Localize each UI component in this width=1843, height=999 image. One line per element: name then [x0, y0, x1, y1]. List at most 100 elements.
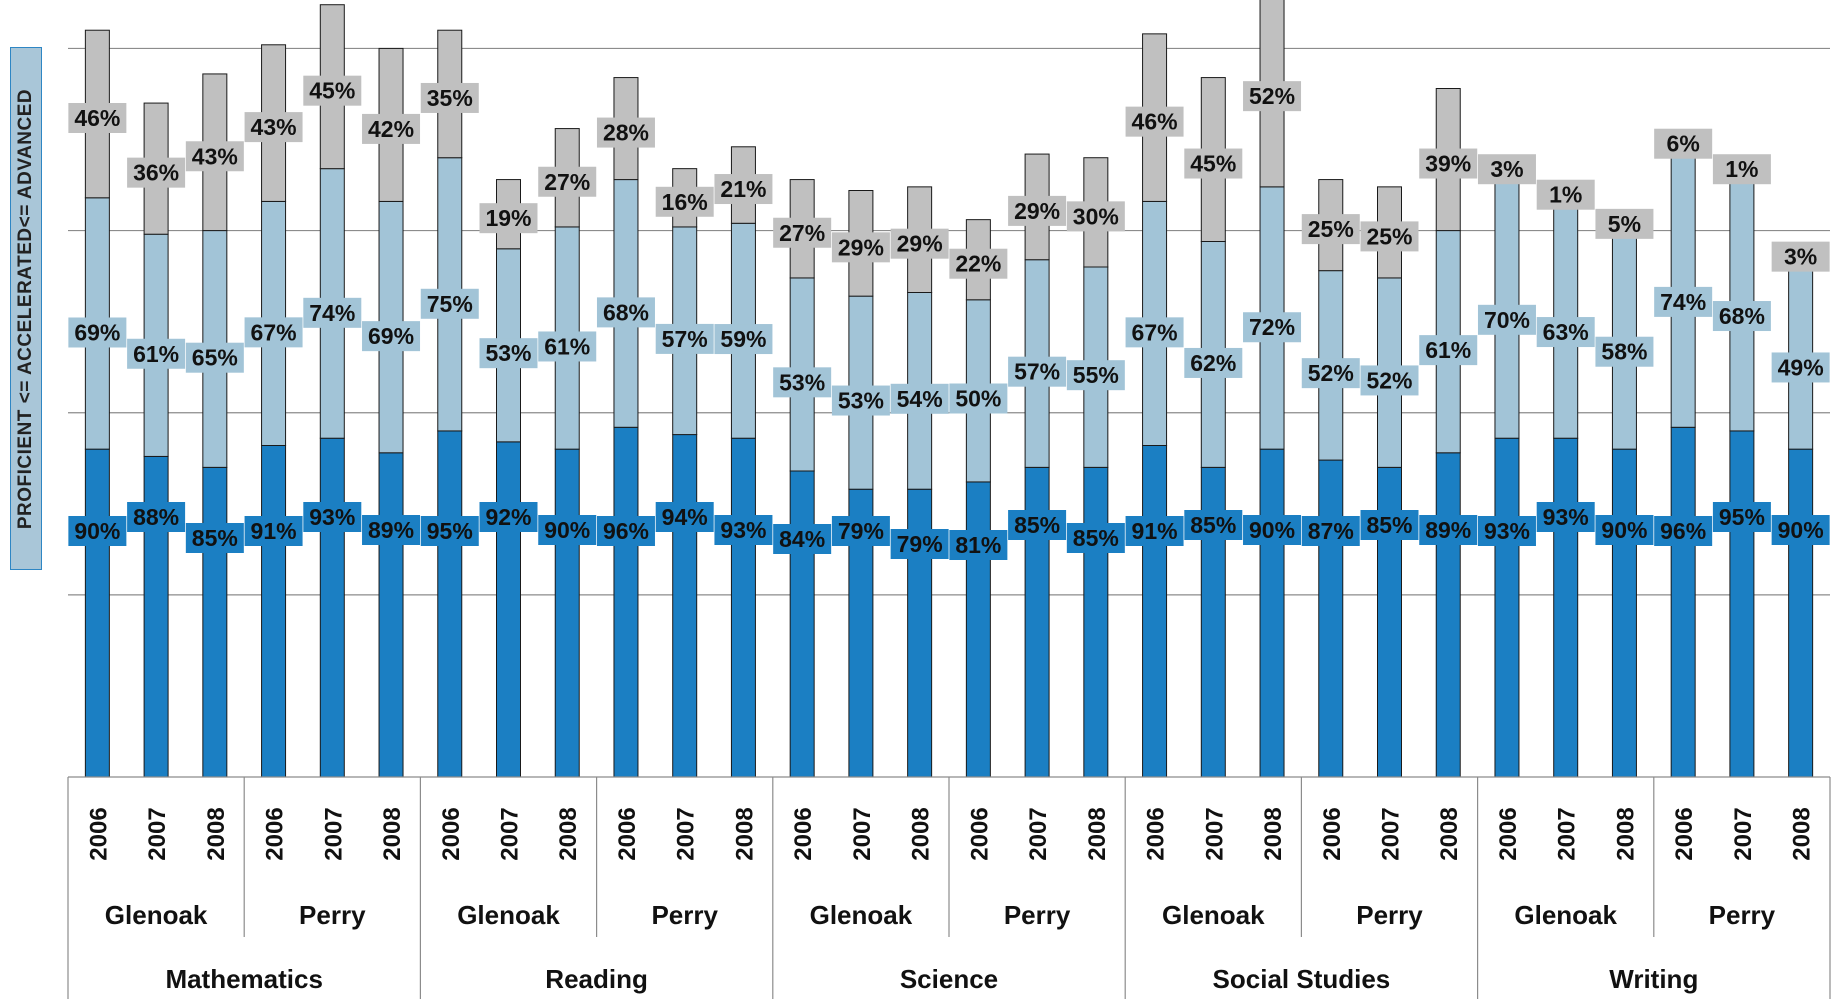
x-tick-year: 2008: [908, 807, 935, 860]
proficient-label: 85%: [1366, 512, 1412, 538]
accelerated-label: 58%: [1601, 339, 1647, 365]
advanced-label-bg: [596, 117, 655, 148]
accelerated-label-bg: [420, 288, 479, 319]
accelerated-label: 53%: [838, 388, 884, 414]
advanced-label-bg: [1360, 221, 1419, 252]
bar-proficient: [319, 437, 345, 778]
x-tick-year: 2006: [438, 807, 465, 860]
accelerated-label: 57%: [1014, 359, 1060, 385]
advanced-label-bg: [185, 141, 244, 172]
proficient-label-bg: [831, 516, 890, 546]
bar-proficient: [84, 448, 110, 778]
proficient-label: 93%: [720, 517, 766, 543]
advanced-label-bg: [1419, 148, 1478, 179]
data-labels: 90% 69% 46% 88% 61% 36% 85% 65% 43% 91% 67% 43% 93% 7…: [68, 75, 1830, 560]
x-tick-school: Glenoak: [457, 900, 560, 930]
bar-proficient: [1611, 448, 1637, 778]
advanced-label: 30%: [1073, 203, 1119, 229]
x-tick-year: 2006: [614, 807, 641, 860]
x-tick-year: 2008: [1612, 807, 1639, 860]
proficient-label: 89%: [368, 517, 414, 543]
accelerated-label: 74%: [1660, 289, 1706, 315]
proficient-label: 79%: [897, 531, 943, 557]
advanced-label-bg: [127, 157, 186, 188]
proficient-label: 85%: [192, 525, 238, 551]
x-tick-year: 2006: [1495, 807, 1522, 860]
proficient-label: 96%: [603, 518, 649, 544]
proficient-label: 84%: [779, 526, 825, 552]
accelerated-label-bg: [1360, 365, 1419, 396]
proficient-label: 93%: [1543, 504, 1589, 530]
proficient-label: 85%: [1073, 525, 1119, 551]
bar-proficient: [1788, 448, 1814, 778]
proficient-label-bg: [1477, 516, 1536, 546]
accelerated-label-bg: [714, 324, 773, 355]
proficient-label-bg: [1125, 516, 1184, 546]
advanced-label: 25%: [1308, 216, 1354, 242]
advanced-label-bg: [244, 112, 303, 143]
x-tick-year: 2006: [966, 807, 993, 860]
bar-proficient: [437, 430, 463, 778]
accelerated-label-bg: [596, 297, 655, 328]
advanced-label: 29%: [897, 231, 943, 257]
accelerated-label-bg: [1184, 347, 1243, 378]
proficient-label-bg: [68, 516, 127, 546]
accelerated-label: 62%: [1190, 350, 1236, 376]
x-tick-year: 2006: [262, 807, 289, 860]
x-tick-year: 2007: [1025, 807, 1052, 860]
proficient-label-bg: [714, 515, 773, 545]
x-tick-year: 2007: [1201, 807, 1228, 860]
accelerated-label: 49%: [1778, 354, 1824, 380]
x-tick-school: Glenoak: [1162, 900, 1265, 930]
bar-proficient: [730, 437, 756, 778]
proficient-label: 91%: [1132, 518, 1178, 544]
advanced-label: 29%: [1014, 198, 1060, 224]
proficient-label: 90%: [74, 518, 120, 544]
accelerated-label: 53%: [485, 340, 531, 366]
advanced-label: 25%: [1366, 223, 1412, 249]
advanced-label: 3%: [1490, 156, 1523, 182]
bars: [84, 0, 1814, 778]
category-axis: 2006 2007 2008 2006 2007 2008 2006 2007 2008 2006…: [67, 776, 1831, 999]
x-tick-year: 2008: [555, 807, 582, 860]
accelerated-label-bg: [303, 297, 362, 328]
proficient-label-bg: [1654, 516, 1713, 546]
accelerated-label: 52%: [1366, 367, 1412, 393]
x-tick-year: 2006: [790, 807, 817, 860]
accelerated-label-bg: [244, 317, 303, 348]
x-tick-year: 2008: [1789, 807, 1816, 860]
proficient-label: 90%: [1778, 517, 1824, 543]
x-tick-year: 2007: [1554, 807, 1581, 860]
x-tick-school: Perry: [651, 900, 718, 930]
x-tick-subject: Social Studies: [1213, 964, 1391, 994]
accelerated-label-bg: [1301, 358, 1360, 389]
x-tick-year: 2007: [497, 807, 524, 860]
advanced-label: 27%: [779, 220, 825, 246]
accelerated-label: 68%: [1719, 303, 1765, 329]
proficient-label: 96%: [1660, 518, 1706, 544]
x-tick-year: 2007: [144, 807, 171, 860]
proficient-label-bg: [479, 502, 538, 532]
bar-proficient: [672, 434, 698, 778]
x-tick-year: 2006: [1319, 807, 1346, 860]
advanced-label: 35%: [427, 85, 473, 111]
proficient-label-bg: [244, 516, 303, 546]
accelerated-label-bg: [1066, 360, 1125, 391]
proficient-label: 90%: [544, 517, 590, 543]
proficient-label: 94%: [662, 504, 708, 530]
accelerated-label: 72%: [1249, 314, 1295, 340]
proficient-label-bg: [773, 524, 832, 554]
x-tick-year: 2008: [379, 807, 406, 860]
accelerated-label: 61%: [544, 333, 590, 359]
accelerated-label: 61%: [133, 341, 179, 367]
proficient-label-bg: [1771, 515, 1830, 545]
accelerated-label-bg: [949, 383, 1008, 414]
accelerated-label-bg: [1536, 317, 1595, 348]
advanced-label: 43%: [192, 143, 238, 169]
advanced-label: 45%: [1190, 151, 1236, 177]
bar-proficient: [1553, 437, 1579, 778]
accelerated-label-bg: [538, 331, 597, 362]
x-tick-school: Perry: [1709, 900, 1776, 930]
accelerated-label: 55%: [1073, 362, 1119, 388]
advanced-label-bg: [1125, 106, 1184, 137]
